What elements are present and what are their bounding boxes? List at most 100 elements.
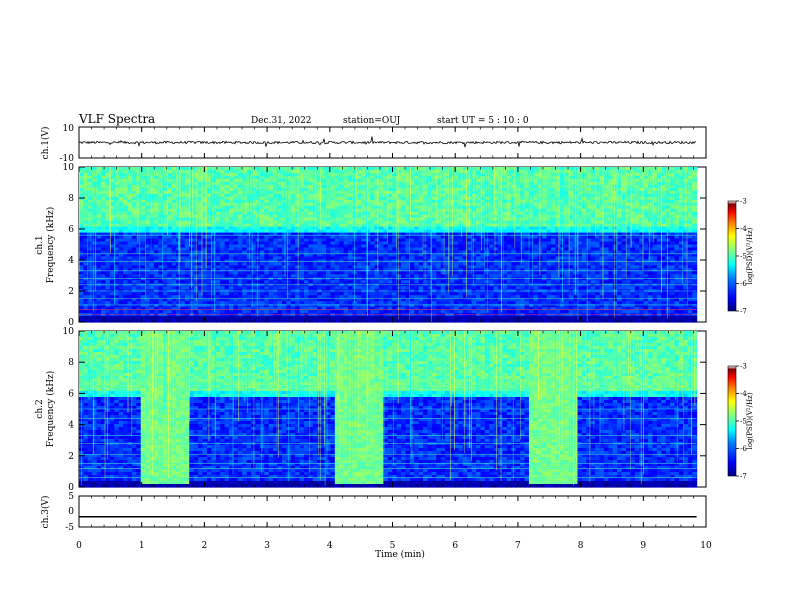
- spectrogram-cell: [131, 250, 137, 255]
- spectrogram-cell: [180, 169, 186, 174]
- station-label: station=OUJ: [343, 116, 401, 126]
- spectrogram-cell: [153, 229, 159, 234]
- spectrogram-cell: [180, 178, 186, 183]
- spectrogram-cell: [158, 232, 164, 237]
- spectrogram-cell: [118, 193, 124, 198]
- spectrogram-cell: [105, 208, 111, 213]
- spectrogram-cell: [184, 217, 190, 222]
- spectrogram-cell: [162, 262, 168, 266]
- spectrogram-cell: [149, 271, 155, 275]
- spectrogram-cell: [167, 310, 173, 314]
- spectrogram-cell: [101, 268, 107, 272]
- spectrogram-cell: [145, 169, 151, 174]
- spectrogram-cell: [176, 277, 182, 281]
- spectrogram-cell: [180, 184, 186, 189]
- spectrogram-cell: [79, 208, 85, 213]
- spectrogram-cell: [145, 253, 151, 258]
- spectrogram-cell: [149, 265, 155, 269]
- spectrogram-cell: [109, 238, 115, 243]
- spectrogram-cell: [96, 271, 102, 275]
- spectrogram-cell: [123, 211, 129, 216]
- spectrogram-cell: [171, 241, 177, 246]
- spectrogram-cell: [153, 211, 159, 216]
- spectrogram-cell: [101, 220, 107, 225]
- spectrogram-cell: [131, 178, 137, 183]
- spectrogram-cell: [79, 250, 85, 255]
- spectrogram-cell: [118, 319, 124, 323]
- spectrogram-cell: [153, 280, 159, 284]
- spectrogram-cell: [184, 319, 190, 323]
- spectrogram-cell: [193, 181, 199, 186]
- spectrogram-cell: [158, 298, 164, 302]
- spectrogram-cell: [79, 181, 85, 186]
- spectrogram-cell: [176, 292, 182, 296]
- spectrogram-cell: [114, 292, 120, 296]
- spectrogram-cell: [162, 316, 168, 320]
- spectrogram-cell: [109, 229, 115, 234]
- spectrogram-cell: [127, 247, 133, 252]
- spectrogram-cell: [158, 292, 164, 296]
- spectrogram-cell: [131, 286, 137, 290]
- spectrogram-cell: [171, 319, 177, 323]
- spectrogram-cell: [87, 238, 93, 243]
- spectrogram-cell: [158, 271, 164, 275]
- spectrogram-cell: [184, 292, 190, 296]
- spectrogram-cell: [109, 184, 115, 189]
- spectrogram-cell: [458, 319, 464, 323]
- spectrogram-cell: [136, 271, 142, 275]
- spectrogram-cell: [131, 190, 137, 195]
- spectrogram-cell: [83, 313, 89, 317]
- spectrogram-cell: [118, 316, 124, 320]
- spectrogram-cell: [96, 310, 102, 314]
- spectrogram-cell: [105, 250, 111, 255]
- spectrogram-cell: [180, 175, 186, 180]
- spectrogram-cell: [109, 220, 115, 225]
- spectrogram-cell: [140, 250, 146, 255]
- spectrogram-cell: [193, 262, 199, 266]
- spectrogram-cell: [87, 235, 93, 240]
- spectrogram-cell: [136, 193, 142, 198]
- spectrogram-cell: [131, 196, 137, 201]
- spectrogram-cell: [396, 319, 402, 323]
- spectrogram-cell: [136, 205, 142, 210]
- spectrogram-cell: [123, 310, 129, 314]
- spectrogram-cell: [123, 298, 129, 302]
- spectrogram-cell: [131, 187, 137, 192]
- spectrogram-cell: [114, 307, 120, 311]
- spectrogram-cell: [131, 235, 137, 240]
- spectrogram-cell: [118, 211, 124, 216]
- spectrogram-cell: [101, 223, 107, 228]
- start-time-label: start UT = 5 : 10 : 0: [437, 116, 529, 126]
- spectrogram-cell: [158, 169, 164, 174]
- spectrogram-cell: [184, 167, 190, 171]
- spectrogram-cell: [167, 175, 173, 180]
- spectrogram-cell: [101, 304, 107, 308]
- spectrogram-cell: [180, 268, 186, 272]
- spectrogram-cell: [87, 214, 93, 219]
- spectrogram-cell: [171, 232, 177, 237]
- spectrogram-cell: [184, 178, 190, 183]
- spectrogram-cell: [145, 220, 151, 225]
- spectrogram-cell: [184, 232, 190, 237]
- spectrogram-cell: [158, 184, 164, 189]
- spectrogram-cell: [105, 295, 111, 299]
- spectrogram-cell: [184, 301, 190, 305]
- spectrogram-cell: [153, 247, 159, 252]
- spectrogram-cell: [92, 205, 98, 210]
- spectrogram-cell: [79, 286, 85, 290]
- spectrogram-cell: [140, 319, 146, 323]
- spectrogram-cell: [118, 238, 124, 243]
- spectrogram-cell: [101, 205, 107, 210]
- spectrogram-cell: [123, 313, 129, 317]
- spectrogram-cell: [123, 181, 129, 186]
- spectrogram-cell: [101, 295, 107, 299]
- spectrogram-cell: [136, 214, 142, 219]
- spectrogram-cell: [193, 295, 199, 299]
- spectrogram-cell: [123, 256, 129, 260]
- spectrogram-cell: [83, 193, 89, 198]
- spectrogram-cell: [118, 205, 124, 210]
- spectrogram-cell: [184, 193, 190, 198]
- spectrogram-cell: [131, 244, 137, 249]
- spectrogram-cell: [87, 292, 93, 296]
- spectrogram-cell: [145, 274, 151, 278]
